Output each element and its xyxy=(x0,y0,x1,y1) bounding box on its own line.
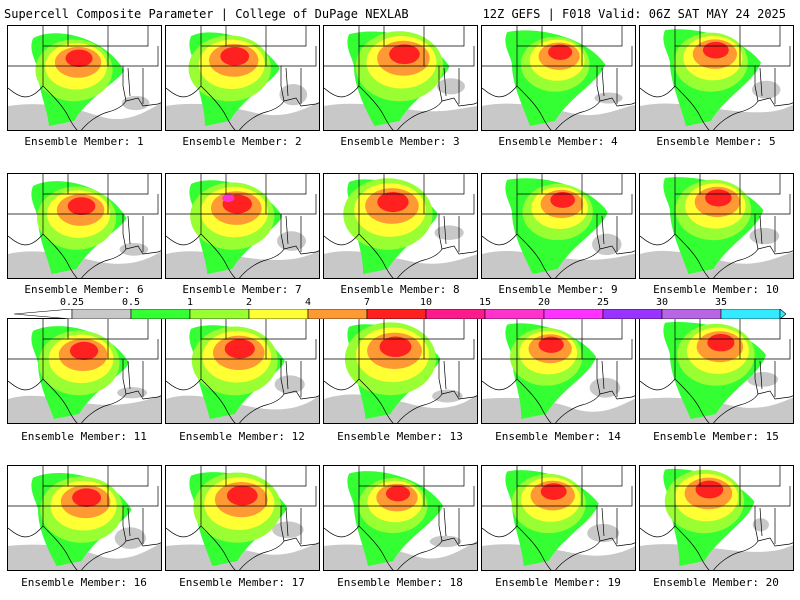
ensemble-member-map xyxy=(639,173,794,279)
colorbar-swatch xyxy=(425,309,486,319)
ensemble-member-label: Ensemble Member: 15 xyxy=(653,430,779,443)
ensemble-member-map xyxy=(481,318,636,424)
ensemble-member-label: Ensemble Member: 9 xyxy=(498,283,618,296)
ensemble-member-label: Ensemble Member: 5 xyxy=(656,135,776,148)
ensemble-member-map xyxy=(7,173,162,279)
ensemble-member-label: Ensemble Member: 6 xyxy=(24,283,144,296)
ensemble-member-label: Ensemble Member: 18 xyxy=(337,576,463,589)
ensemble-member-map xyxy=(323,173,478,279)
colorbar-tick-label: 25 xyxy=(596,297,610,308)
ensemble-member-map xyxy=(481,25,636,131)
ensemble-member-map xyxy=(165,25,320,131)
colorbar-tick-label: 20 xyxy=(537,297,551,308)
ensemble-member-map xyxy=(323,318,478,424)
ensemble-member-label: Ensemble Member: 16 xyxy=(21,576,147,589)
ensemble-member-label: Ensemble Member: 8 xyxy=(340,283,460,296)
ensemble-member-label: Ensemble Member: 3 xyxy=(340,135,460,148)
colorbar-tick-label: 1 xyxy=(186,297,194,308)
colorbar-swatch xyxy=(720,309,781,319)
colorbar-swatch xyxy=(248,309,309,319)
colorbar-tick-label: 10 xyxy=(419,297,433,308)
colorbar-swatch xyxy=(602,309,663,319)
colorbar-swatch xyxy=(307,309,368,319)
product-title: Supercell Composite Parameter | College … xyxy=(4,7,409,21)
colorbar-tick-label: 4 xyxy=(304,297,312,308)
colorbar-swatch xyxy=(543,309,604,319)
ensemble-member-label: Ensemble Member: 19 xyxy=(495,576,621,589)
colorbar-swatch xyxy=(189,309,250,319)
ensemble-member-map xyxy=(481,465,636,571)
ensemble-member-label: Ensemble Member: 12 xyxy=(179,430,305,443)
ensemble-member-map xyxy=(165,173,320,279)
ensemble-member-label: Ensemble Member: 10 xyxy=(653,283,779,296)
ensemble-member-map xyxy=(7,25,162,131)
ensemble-member-label: Ensemble Member: 7 xyxy=(182,283,302,296)
ensemble-member-label: Ensemble Member: 20 xyxy=(653,576,779,589)
colorbar-tick-label: 0.25 xyxy=(59,297,85,308)
ensemble-member-label: Ensemble Member: 14 xyxy=(495,430,621,443)
colorbar-tick-label: 15 xyxy=(478,297,492,308)
colorbar-tick-label: 30 xyxy=(655,297,669,308)
ensemble-member-map xyxy=(7,318,162,424)
ensemble-member-label: Ensemble Member: 2 xyxy=(182,135,302,148)
ensemble-member-label: Ensemble Member: 1 xyxy=(24,135,144,148)
ensemble-member-map xyxy=(323,465,478,571)
ensemble-member-label: Ensemble Member: 11 xyxy=(21,430,147,443)
colorbar xyxy=(14,309,786,319)
colorbar-tick-label: 7 xyxy=(363,297,371,308)
ensemble-member-map xyxy=(639,318,794,424)
colorbar-swatch xyxy=(130,309,191,319)
colorbar-tick-label: 35 xyxy=(714,297,728,308)
colorbar-swatch xyxy=(71,309,132,319)
run-info: 12Z GEFS | F018 Valid: 06Z SAT MAY 24 20… xyxy=(482,7,786,21)
ensemble-member-map xyxy=(323,25,478,131)
colorbar-swatch xyxy=(661,309,722,319)
ensemble-member-label: Ensemble Member: 17 xyxy=(179,576,305,589)
ensemble-member-label: Ensemble Member: 13 xyxy=(337,430,463,443)
ensemble-member-map xyxy=(165,318,320,424)
colorbar-swatch xyxy=(366,309,427,319)
colorbar-tick-label: 2 xyxy=(245,297,253,308)
colorbar-swatch xyxy=(484,309,545,319)
ensemble-member-map xyxy=(639,25,794,131)
ensemble-member-map xyxy=(7,465,162,571)
ensemble-member-map xyxy=(481,173,636,279)
ensemble-member-label: Ensemble Member: 4 xyxy=(498,135,618,148)
ensemble-member-map xyxy=(639,465,794,571)
ensemble-member-map xyxy=(165,465,320,571)
colorbar-tick-label: 0.5 xyxy=(121,297,141,308)
